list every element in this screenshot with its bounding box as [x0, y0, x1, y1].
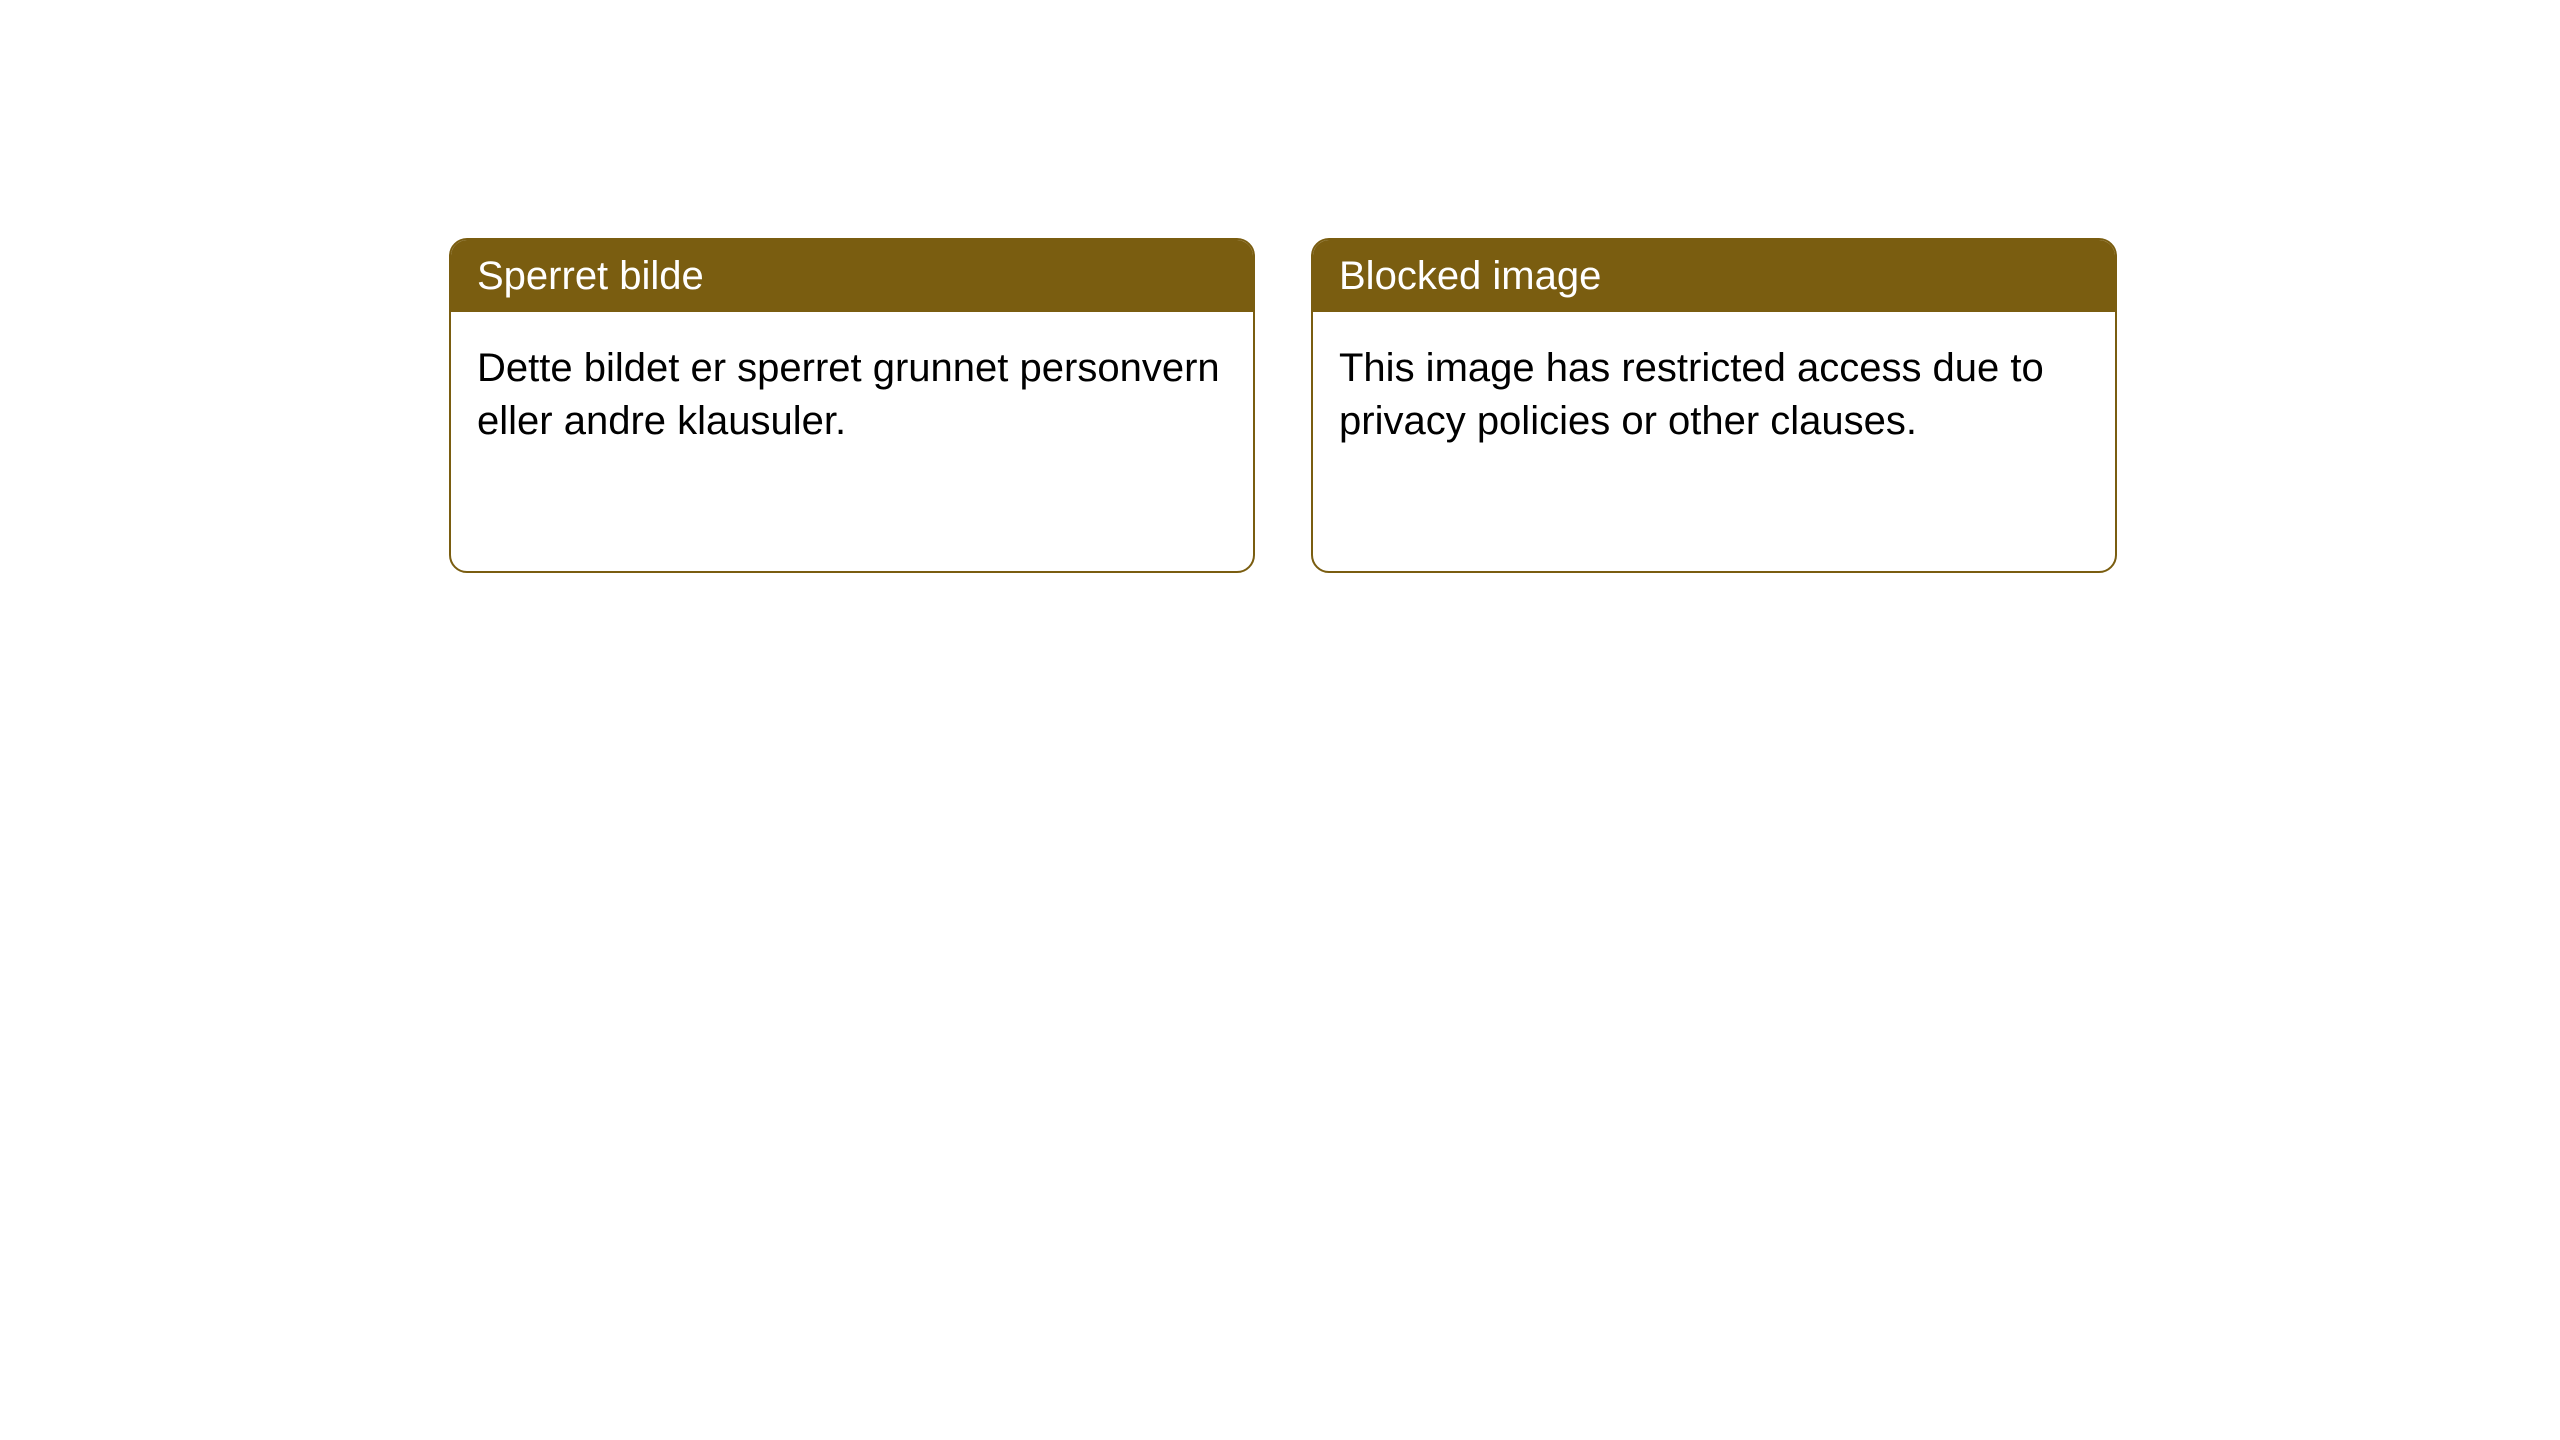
card-header-en: Blocked image: [1313, 240, 2115, 312]
notice-container: Sperret bilde Dette bildet er sperret gr…: [0, 0, 2560, 573]
card-title-en: Blocked image: [1339, 254, 1601, 298]
card-body-en: This image has restricted access due to …: [1313, 312, 2115, 478]
card-body-text-en: This image has restricted access due to …: [1339, 346, 2044, 443]
card-title-no: Sperret bilde: [477, 254, 704, 298]
card-body-text-no: Dette bildet er sperret grunnet personve…: [477, 346, 1220, 443]
card-body-no: Dette bildet er sperret grunnet personve…: [451, 312, 1253, 478]
blocked-image-card-en: Blocked image This image has restricted …: [1311, 238, 2117, 573]
blocked-image-card-no: Sperret bilde Dette bildet er sperret gr…: [449, 238, 1255, 573]
card-header-no: Sperret bilde: [451, 240, 1253, 312]
